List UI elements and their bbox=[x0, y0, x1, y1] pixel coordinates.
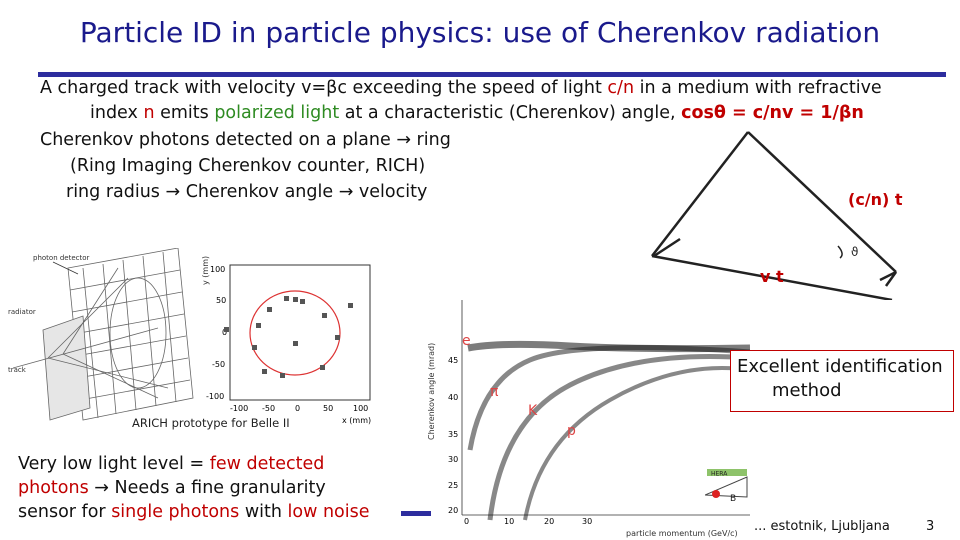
title-underline bbox=[38, 72, 946, 77]
note-box bbox=[730, 350, 954, 412]
pid-ytick-40: 40 bbox=[448, 393, 458, 402]
ytick-3: 0 bbox=[222, 328, 227, 337]
line2-n: n bbox=[143, 103, 155, 123]
label-v-t: v t bbox=[760, 267, 784, 286]
ring-xlabel: x (mm) bbox=[342, 416, 371, 425]
line2-a: index bbox=[90, 103, 144, 123]
pid-ytick-25: 25 bbox=[448, 481, 458, 490]
cherenkov-cone-diagram: ϑ bbox=[651, 131, 898, 300]
line2-b: emits bbox=[154, 103, 215, 123]
footer-rule bbox=[401, 511, 431, 516]
line2-c: at a characteristic (Cherenkov) angle, bbox=[339, 103, 682, 123]
pid-xtick-20: 20 bbox=[544, 517, 554, 526]
pid-ytick-35: 35 bbox=[448, 430, 458, 439]
logo-letter: B bbox=[730, 494, 736, 504]
pid-ytick-45: 45 bbox=[448, 356, 458, 365]
label-electron: e bbox=[462, 333, 471, 349]
label-cn-t: (c/n) t bbox=[848, 190, 903, 209]
note-row-3: sensor for single photons with low noise bbox=[18, 500, 370, 524]
xtick-5: 100 bbox=[353, 404, 368, 413]
logo-text: HERA bbox=[711, 471, 728, 478]
line1-red: c/n bbox=[607, 78, 635, 98]
pid-xlabel: particle momentum (GeV/c) bbox=[626, 529, 738, 538]
text-line-5: ring radius → Cherenkov angle → velocity bbox=[66, 182, 428, 202]
text-line-2: index n emits polarized light at a chara… bbox=[90, 103, 864, 123]
cherenkov-angle-vs-momentum-plot: Cherenkov angle (mrad) 45 40 35 30 25 20… bbox=[427, 300, 750, 538]
note-line-2: method bbox=[772, 380, 842, 401]
figure-caption: ARICH prototype for Belle II bbox=[132, 416, 290, 430]
label-pion: π bbox=[490, 384, 499, 400]
row2-b: → Needs a fine granularity bbox=[88, 478, 326, 498]
pid-xtick-30: 30 bbox=[582, 517, 592, 526]
hera-b-logo: HERA B bbox=[705, 469, 748, 504]
ytick-2: 50 bbox=[216, 296, 226, 305]
label-track: track bbox=[8, 366, 27, 374]
footer-credit: ... estotnik, Ljubljana bbox=[754, 519, 890, 534]
xtick-1: -100 bbox=[230, 404, 248, 413]
page-number: 3 bbox=[926, 519, 935, 534]
pid-ylabel: Cherenkov angle (mrad) bbox=[427, 343, 436, 440]
label-proton: p bbox=[567, 423, 576, 439]
text-line-1: A charged track with velocity v=βc excee… bbox=[40, 78, 882, 98]
row3-c: sensor for bbox=[18, 502, 112, 522]
row3-red: single photons bbox=[111, 502, 240, 522]
line2-green: polarized light bbox=[214, 103, 340, 123]
rich-detector-sketch: photon detector radiator track bbox=[8, 248, 194, 421]
xtick-4: 50 bbox=[323, 404, 333, 413]
note-row-1: Very low light level = few detected bbox=[18, 452, 370, 476]
xtick-3: 0 bbox=[295, 404, 300, 413]
label-radiator: radiator bbox=[8, 308, 36, 316]
label-photon-detector: photon detector bbox=[33, 254, 90, 262]
light-level-note: Very low light level = few detected phot… bbox=[18, 452, 370, 524]
text-line-4: (Ring Imaging Cherenkov counter, RICH) bbox=[70, 156, 426, 176]
row2-red: photons bbox=[18, 478, 89, 498]
ytick-5: -100 bbox=[206, 392, 224, 401]
ring-hit-plot: y (mm) 100 50 0 -50 -100 -100 -50 0 50 1… bbox=[201, 256, 371, 425]
slide-title: Particle ID in particle physics: use of … bbox=[79, 16, 881, 49]
pid-ytick-30: 30 bbox=[448, 455, 458, 464]
pid-ytick-20: 20 bbox=[448, 506, 458, 515]
line1-text: A charged track with velocity v=βc excee… bbox=[40, 78, 608, 98]
label-kaon: K bbox=[528, 403, 538, 419]
line1-end: in a medium with refractive bbox=[634, 78, 882, 98]
note-row-2: photons → Needs a fine granularity bbox=[18, 476, 370, 500]
xtick-2: -50 bbox=[262, 404, 275, 413]
note-line-1: Excellent identification bbox=[737, 356, 943, 377]
pid-xtick-10: 10 bbox=[504, 517, 514, 526]
cherenkov-formula: cosθ = c/nv = 1/βn bbox=[681, 103, 864, 123]
row1-red: few detected bbox=[209, 454, 325, 474]
row3-c2: with bbox=[239, 502, 288, 522]
ytick-4: -50 bbox=[212, 360, 225, 369]
row3-red2: low noise bbox=[287, 502, 370, 522]
text-line-3: Cherenkov photons detected on a plane → … bbox=[40, 130, 451, 150]
ring-ylabel: y (mm) bbox=[201, 256, 210, 285]
angle-symbol: ϑ bbox=[851, 245, 858, 259]
ytick-1: 100 bbox=[210, 265, 225, 274]
row1-a: Very low light level = bbox=[18, 454, 210, 474]
pid-xtick-0: 0 bbox=[464, 517, 469, 526]
